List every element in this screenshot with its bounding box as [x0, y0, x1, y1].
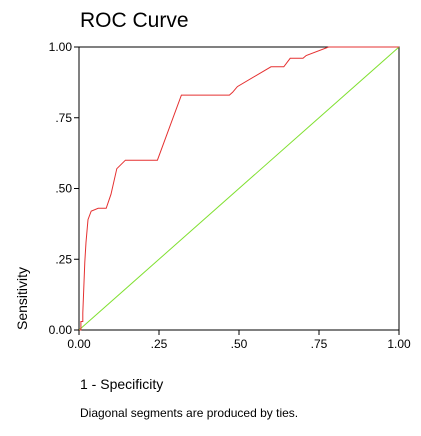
y-tick-label: 0.00 [49, 323, 73, 337]
y-axis-label: Sensitivity [14, 267, 30, 330]
y-tick-label: 1.00 [49, 40, 73, 54]
y-tick-label: .50 [55, 182, 72, 196]
x-tick-label: 0.00 [67, 337, 91, 351]
x-tick-label: .75 [311, 337, 328, 351]
y-tick-label: .75 [55, 111, 72, 125]
y-axis-ticks: 0.00 .25 .50 .75 1.00 [49, 40, 79, 337]
y-tick-label: .25 [55, 252, 72, 266]
x-tick-label: 1.00 [387, 337, 411, 351]
ties-note: Diagonal segments are produced by ties. [80, 406, 298, 420]
x-tick-label: .25 [151, 337, 168, 351]
x-axis-label: 1 - Specificity [80, 376, 163, 392]
chart-title: ROC Curve [80, 9, 189, 32]
roc-curve-line [79, 46, 399, 331]
x-tick-label: .50 [231, 337, 248, 351]
x-axis-ticks: 0.00 .25 .50 .75 1.00 [67, 330, 411, 351]
reference-diagonal-line [78, 46, 400, 331]
